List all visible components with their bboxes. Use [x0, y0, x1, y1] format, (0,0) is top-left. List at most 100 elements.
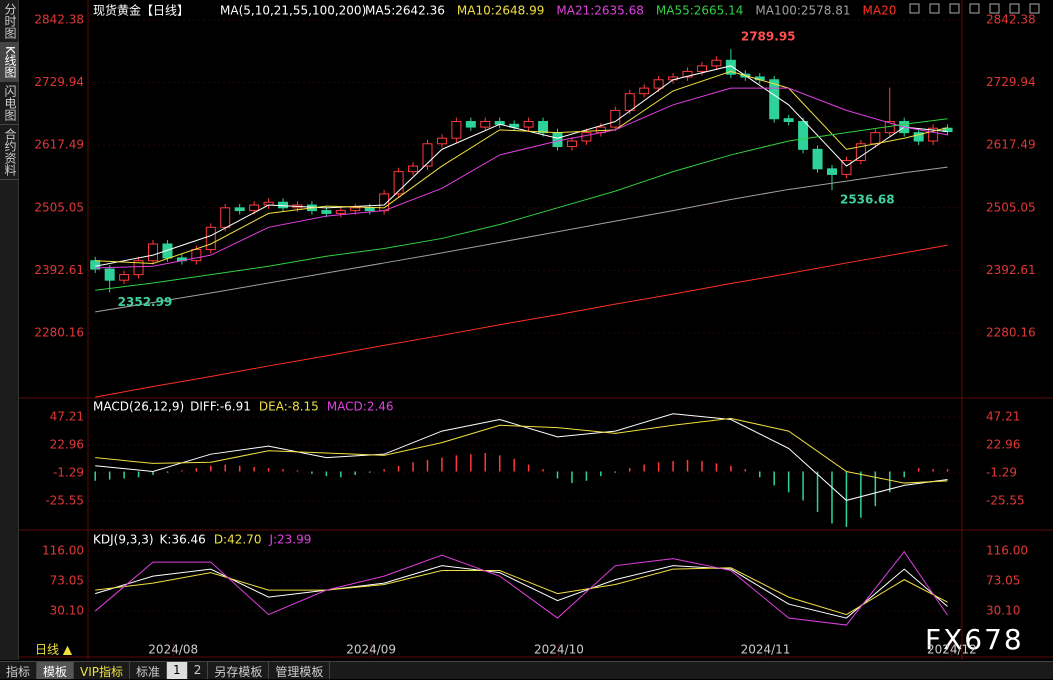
- candle-body: [162, 243, 173, 259]
- y-tick-label: 2505.05: [34, 200, 84, 214]
- extreme-label: 2352.99: [118, 295, 173, 309]
- indicator-line: [95, 417, 948, 484]
- x-tick-label: 2024/09: [346, 643, 396, 657]
- indicator-line: [95, 413, 948, 501]
- candle-body: [436, 137, 447, 145]
- y-tick-label: 47.21: [50, 409, 84, 423]
- candle-body: [408, 165, 419, 173]
- footer: 指标 模板 VIP指标 标准 1 2 另存模板 管理模板: [0, 661, 1053, 679]
- frame: [19, 0, 1053, 660]
- candle-body: [451, 121, 462, 139]
- footer-tab[interactable]: 1: [167, 662, 188, 679]
- y-tick-label: 2505.05: [986, 200, 1036, 214]
- candle-body: [812, 148, 823, 170]
- legend-item: MA21:2635.68: [556, 4, 644, 18]
- y-tick-label: 22.96: [50, 437, 84, 451]
- candle-body: [321, 210, 332, 214]
- candle-body: [581, 132, 592, 142]
- candle-body: [913, 132, 924, 142]
- legend-item: MA20: [863, 4, 897, 18]
- footer-tab[interactable]: 指标: [0, 662, 38, 679]
- footer-tab[interactable]: VIP指标: [74, 662, 131, 679]
- chart: 现货黄金【日线】 MA(5,10,21,55,100,200) 日线 ▲ FX6…: [19, 0, 1053, 660]
- candle-body: [566, 140, 577, 148]
- candle-body: [653, 79, 664, 89]
- y-tick-label: 2617.49: [34, 138, 84, 152]
- y-tick-label: 2842.38: [986, 12, 1036, 26]
- candle-body: [234, 207, 245, 212]
- background: [19, 0, 1053, 660]
- footer-tab[interactable]: 2: [188, 662, 209, 679]
- x-tick-label: 2024/12: [927, 643, 977, 657]
- footer-tab[interactable]: 管理模板: [269, 662, 331, 679]
- indicator-line: [95, 244, 948, 398]
- indicator-line: [95, 565, 948, 619]
- y-tick-label: 2729.94: [986, 75, 1036, 89]
- legend-item: D:42.70: [214, 533, 262, 547]
- legend-item: MA55:2665.14: [656, 4, 744, 18]
- indicator-line: [95, 118, 948, 291]
- candle-body: [350, 207, 361, 212]
- indicator-line: [95, 70, 948, 264]
- candle-body: [538, 121, 549, 134]
- y-tick-label: 2842.38: [34, 12, 84, 26]
- candle-body: [465, 121, 476, 128]
- candle-body: [798, 121, 809, 150]
- candle-body: [480, 121, 491, 128]
- legend-item: MA5:2642.36: [365, 4, 445, 18]
- tab[interactable]: 分时图: [0, 0, 21, 43]
- y-tick-label: 2392.61: [986, 263, 1036, 277]
- tab[interactable]: K线图: [0, 43, 21, 82]
- period[interactable]: 日线 ▲: [35, 643, 73, 657]
- candle-body: [220, 207, 231, 228]
- candle-body: [928, 127, 939, 142]
- candle-body: [696, 65, 707, 72]
- candle-body: [552, 132, 563, 148]
- indicator: MA(5,10,21,55,100,200): [220, 4, 366, 18]
- candle-body: [624, 93, 635, 111]
- extreme-label: 2536.68: [840, 193, 895, 207]
- tab[interactable]: 合约资料: [0, 125, 21, 180]
- candle-body: [841, 159, 852, 175]
- legend-item: MA100:2578.81: [755, 4, 850, 18]
- y-tick-label: -25.55: [45, 494, 84, 508]
- candle-body: [133, 260, 144, 276]
- y-tick-label: 47.21: [986, 409, 1020, 423]
- panel-title: KDJ(9,3,3): [93, 533, 154, 547]
- footer-tab[interactable]: 另存模板: [208, 662, 270, 679]
- candle-body: [119, 274, 130, 281]
- candle-body: [278, 201, 289, 209]
- legend-item: DEA:-8.15: [259, 400, 319, 414]
- watermark: FX678: [925, 623, 1024, 656]
- candle-body: [335, 210, 346, 214]
- y-tick-label: 116.00: [986, 543, 1028, 557]
- y-tick-label: 73.05: [986, 573, 1020, 587]
- title: 现货黄金【日线】: [93, 3, 189, 18]
- y-tick-label: 116.00: [42, 543, 84, 557]
- legend-item: J:23.99: [268, 533, 311, 547]
- legend-item: MA10:2648.99: [457, 4, 545, 18]
- footer-tab[interactable]: 标准: [130, 662, 168, 679]
- y-tick-label: 2617.49: [986, 138, 1036, 152]
- y-tick-label: -25.55: [986, 494, 1025, 508]
- legend-item: K:36.46: [160, 533, 206, 547]
- candle-body: [422, 143, 433, 167]
- footer-tab[interactable]: 模板: [37, 662, 75, 679]
- candle-body: [769, 79, 780, 120]
- candle-body: [855, 143, 866, 161]
- candle-body: [509, 123, 520, 128]
- candle-body: [870, 132, 881, 145]
- y-tick-label: 2280.16: [34, 325, 84, 339]
- y-tick-label: -1.29: [986, 465, 1017, 479]
- candle-body: [639, 87, 650, 95]
- indicator-line: [95, 166, 948, 313]
- y-tick-label: 22.96: [986, 437, 1020, 451]
- x-tick-label: 2024/11: [741, 643, 791, 657]
- x-tick-label: 2024/10: [534, 643, 584, 657]
- tab[interactable]: 闪电图: [0, 82, 21, 125]
- indicator-line: [94, 550, 948, 626]
- legend-item: DIFF:-6.91: [190, 400, 251, 414]
- candle-body: [826, 168, 837, 175]
- legend-item: MACD:2.46: [327, 400, 394, 414]
